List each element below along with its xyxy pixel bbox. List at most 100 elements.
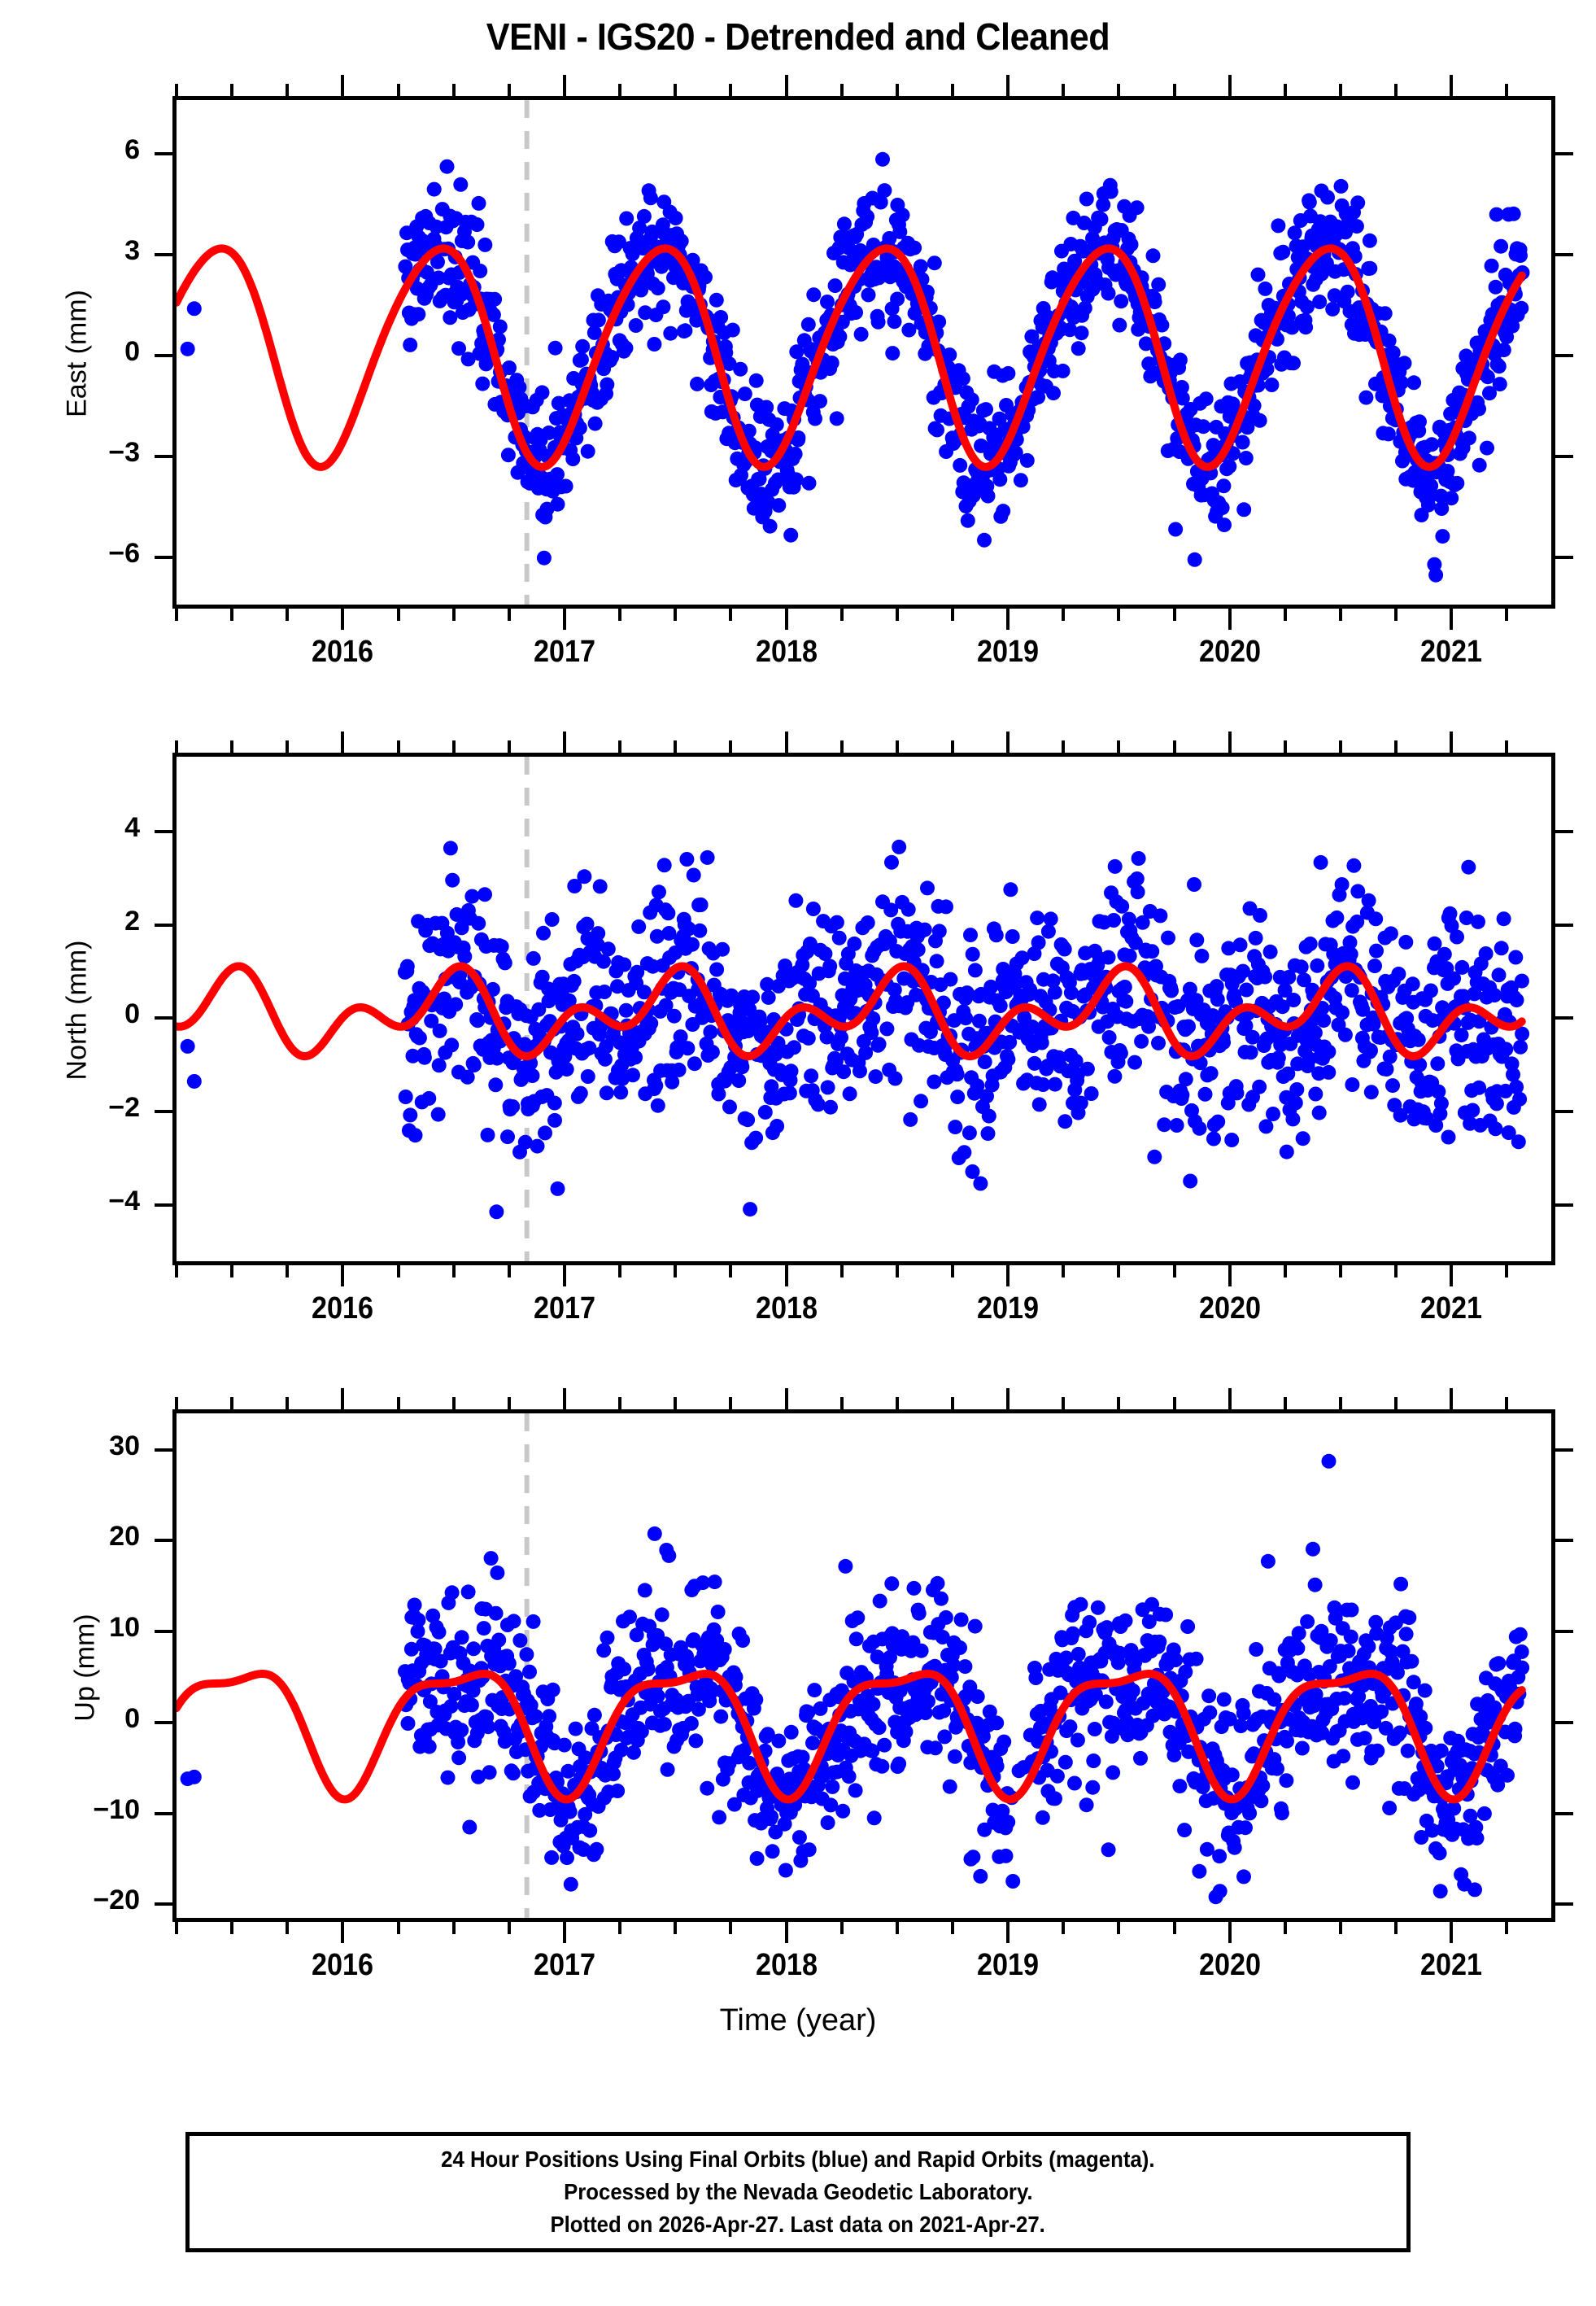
y-axis-label-up: Up (mm)	[69, 1614, 101, 1722]
y-tick-mark-right	[1555, 1630, 1573, 1634]
x-tick-minor-top	[175, 740, 178, 753]
x-tick-minor	[1172, 609, 1176, 621]
x-tick-minor	[1505, 1922, 1509, 1934]
x-tick-major	[341, 1265, 345, 1286]
x-tick-major-top	[1228, 1388, 1232, 1409]
x-tick-minor-top	[1062, 1397, 1066, 1409]
y-tick-mark	[155, 354, 172, 358]
x-tick-minor-top	[1505, 1397, 1509, 1409]
x-tick-minor-top	[1117, 1397, 1121, 1409]
x-tick-minor-top	[951, 740, 955, 753]
x-tick-major-top	[1450, 75, 1454, 96]
x-tick-minor-top	[674, 84, 678, 96]
x-tick-minor-top	[618, 740, 622, 753]
x-tick-minor	[1505, 609, 1509, 621]
y-tick-label: 0	[124, 1702, 140, 1734]
x-tick-major-top	[1228, 75, 1232, 96]
x-tick-minor-top	[1117, 84, 1121, 96]
y-tick-label: −20	[93, 1885, 140, 1916]
x-tick-minor-top	[286, 740, 290, 753]
x-tick-label: 2019	[977, 1291, 1040, 1326]
x-tick-label: 2021	[1420, 635, 1483, 669]
x-tick-major-top	[1006, 75, 1010, 96]
x-tick-major	[1450, 609, 1454, 630]
x-tick-minor	[895, 609, 899, 621]
x-tick-major	[341, 1922, 345, 1943]
x-tick-minor	[1172, 1922, 1176, 1934]
y-tick-mark	[155, 1203, 172, 1208]
x-tick-major-top	[563, 1388, 567, 1409]
plot-canvas-east	[177, 100, 1530, 605]
y-tick-label: 0	[124, 336, 140, 368]
x-tick-major-top	[1006, 1388, 1010, 1409]
x-tick-major	[784, 609, 788, 630]
x-tick-minor-top	[1505, 740, 1509, 753]
y-tick-label: −10	[93, 1793, 140, 1825]
x-tick-minor-top	[286, 1397, 290, 1409]
x-tick-major-top	[563, 75, 567, 96]
x-tick-minor	[1394, 609, 1398, 621]
y-tick-mark-right	[1555, 829, 1573, 833]
x-tick-major	[784, 1265, 788, 1286]
x-tick-minor	[451, 1922, 456, 1934]
x-tick-minor-top	[1172, 84, 1176, 96]
x-tick-minor-top	[674, 740, 678, 753]
x-tick-minor	[674, 609, 678, 621]
footer-line-2: Processed by the Nevada Geodetic Laborat…	[563, 2179, 1033, 2205]
x-tick-minor-top	[1117, 740, 1121, 753]
y-tick-mark-right	[1555, 556, 1573, 560]
x-tick-minor-top	[507, 1397, 511, 1409]
x-tick-minor	[1062, 1922, 1066, 1934]
x-tick-minor-top	[1339, 84, 1343, 96]
x-tick-major	[1450, 1922, 1454, 1943]
x-tick-major	[1006, 1922, 1010, 1943]
x-tick-minor-top	[396, 1397, 400, 1409]
x-tick-minor	[951, 609, 955, 621]
x-tick-minor	[729, 609, 733, 621]
x-tick-major	[784, 1922, 788, 1943]
page-title: VENI - IGS20 - Detrended and Cleaned	[486, 15, 1110, 58]
x-tick-minor	[674, 1922, 678, 1934]
x-tick-minor-top	[175, 84, 178, 96]
y-tick-mark	[155, 1902, 172, 1906]
x-tick-minor-top	[1172, 740, 1176, 753]
plot-area-up[interactable]	[172, 1409, 1555, 1922]
y-tick-mark	[155, 556, 172, 560]
x-tick-major-top	[341, 732, 345, 753]
x-tick-minor-top	[1283, 1397, 1287, 1409]
x-tick-minor	[839, 1922, 844, 1934]
x-tick-minor	[729, 1922, 733, 1934]
x-tick-minor-top	[895, 1397, 899, 1409]
x-tick-minor-top	[175, 1397, 178, 1409]
x-tick-major	[563, 1265, 567, 1286]
x-tick-minor	[286, 1922, 290, 1934]
x-tick-minor	[230, 1265, 234, 1277]
y-tick-mark	[155, 152, 172, 156]
x-tick-minor	[396, 609, 400, 621]
x-tick-label: 2016	[312, 1948, 374, 1982]
x-tick-minor	[1283, 1265, 1287, 1277]
y-tick-mark-right	[1555, 1110, 1573, 1114]
x-tick-minor	[839, 609, 844, 621]
x-tick-minor	[507, 609, 511, 621]
y-tick-mark	[155, 1811, 172, 1815]
x-tick-minor	[1172, 1265, 1176, 1277]
x-tick-minor-top	[396, 84, 400, 96]
x-tick-major	[341, 609, 345, 630]
y-tick-mark	[155, 1110, 172, 1114]
x-tick-major	[563, 609, 567, 630]
x-tick-major-top	[341, 75, 345, 96]
y-tick-mark	[155, 829, 172, 833]
x-tick-label: 2017	[533, 1948, 596, 1982]
y-tick-label: 6	[124, 134, 140, 166]
plot-area-east[interactable]	[172, 96, 1555, 609]
y-tick-label: 2	[124, 905, 140, 937]
footer-caption-box: 24 Hour Positions Using Final Orbits (bl…	[185, 2132, 1411, 2252]
footer-line-3: Plotted on 2026-Apr-27. Last data on 202…	[550, 2211, 1046, 2237]
y-tick-mark	[155, 923, 172, 927]
x-tick-minor	[1062, 609, 1066, 621]
y-tick-label: 4	[124, 811, 140, 843]
x-tick-label: 2018	[755, 1948, 818, 1982]
x-tick-minor	[895, 1265, 899, 1277]
plot-area-north[interactable]	[172, 753, 1555, 1265]
